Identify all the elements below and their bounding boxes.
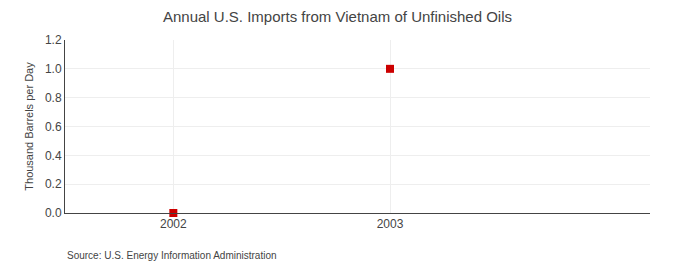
svg-text:Thousand Barrels per Day: Thousand Barrels per Day: [23, 62, 35, 191]
svg-text:Source: U.S. Energy Informatio: Source: U.S. Energy Information Administ…: [67, 250, 277, 261]
svg-text:1.2: 1.2: [45, 33, 62, 47]
svg-text:0.6: 0.6: [45, 120, 62, 134]
svg-text:0.0: 0.0: [45, 206, 62, 220]
svg-text:Annual U.S. Imports from Vietn: Annual U.S. Imports from Vietnam of Unfi…: [163, 8, 512, 25]
svg-text:0.2: 0.2: [45, 177, 62, 191]
svg-text:2002: 2002: [160, 217, 187, 231]
svg-text:0.4: 0.4: [45, 149, 62, 163]
svg-text:2003: 2003: [377, 217, 404, 231]
svg-text:1.0: 1.0: [45, 62, 62, 76]
svg-text:0.8: 0.8: [45, 91, 62, 105]
